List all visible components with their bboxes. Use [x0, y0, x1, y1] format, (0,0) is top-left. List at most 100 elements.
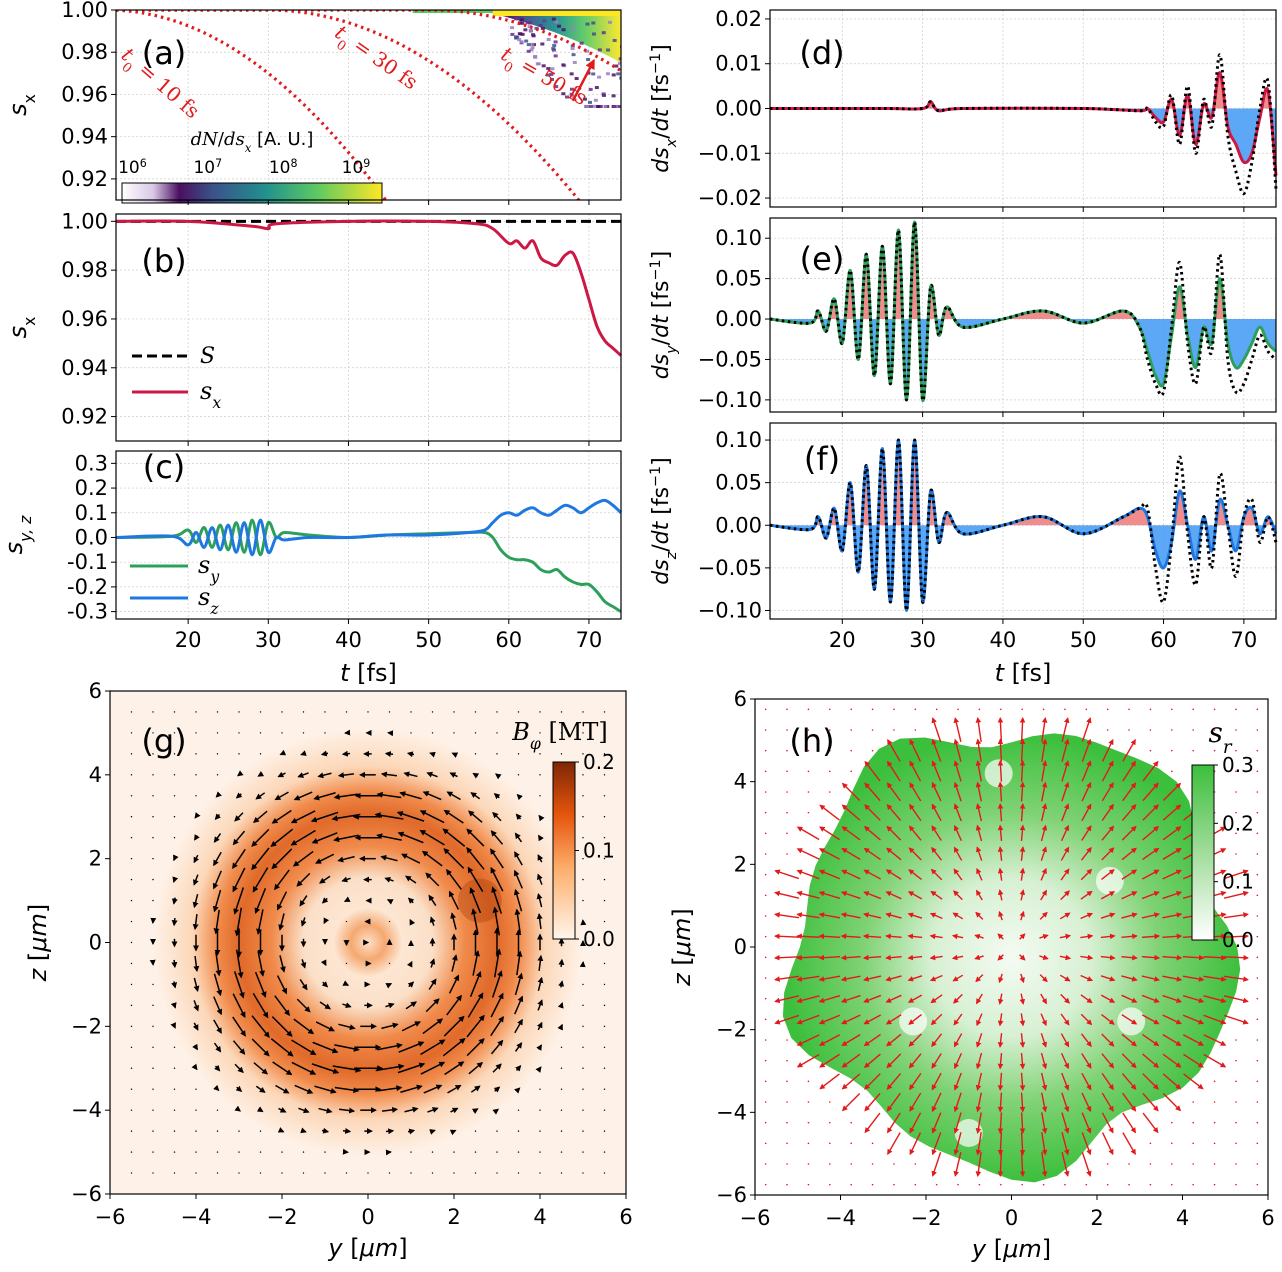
quiver-dot [174, 774, 175, 775]
sr-hole [955, 1119, 983, 1147]
legend-label: S [200, 344, 215, 369]
quiver-dot [1257, 833, 1259, 835]
quiver-dot [915, 1184, 917, 1186]
quiver-dot [936, 1184, 938, 1186]
heatmap-band [477, 10, 621, 63]
quiver-dot [1257, 729, 1259, 731]
quiver-dot [152, 1172, 153, 1173]
heatmap-cell [514, 35, 518, 38]
quiver-dot [582, 879, 583, 880]
panel-label: (g) [141, 722, 186, 760]
quiver-arrow [933, 718, 941, 742]
quiver-dot [1257, 1101, 1259, 1103]
colorbar-tick-label: 0.0 [583, 927, 615, 951]
heatmap-cell [540, 43, 544, 46]
quiver-dot [786, 750, 788, 752]
quiver-dot [217, 1130, 218, 1131]
quiver-dot [131, 858, 132, 859]
quiver-dot [1000, 709, 1002, 711]
quiver-dot [786, 1163, 788, 1165]
quiver-dot [152, 1026, 153, 1027]
panel-g-y-tick-label: 6 [89, 679, 102, 703]
panel-e-y-tick-label: 0.00 [715, 307, 762, 331]
panel-c-x-tick-label: 30 [255, 628, 282, 652]
quiver-dot [1235, 729, 1237, 731]
heatmap-cell [520, 22, 524, 25]
x-axis-label: y [μm] [327, 1234, 407, 1262]
sr-hole [985, 759, 1013, 787]
quiver-dot [195, 1172, 196, 1173]
quiver-dot [152, 1089, 153, 1090]
heatmap-cell [532, 34, 536, 37]
quiver-arrow [174, 918, 175, 925]
y-axis-label: z [μm] [668, 908, 696, 987]
quiver-dot [174, 711, 175, 712]
colorbar-tick-label: 0.2 [583, 750, 615, 774]
quiver-dot [1043, 1184, 1045, 1186]
panel-d-y-tick-label: −0.02 [698, 186, 762, 210]
panel-h-y-tick-label: 4 [734, 770, 747, 794]
quiver-dot [152, 984, 153, 985]
quiver-dot [786, 1143, 788, 1145]
y-axis-label: sy, z [0, 515, 35, 554]
quiver-dot [539, 1151, 540, 1152]
quiver-dot [131, 837, 132, 838]
quiver-dot [808, 791, 810, 793]
quiver-dot [957, 1184, 959, 1186]
quiver-arrow [843, 1094, 860, 1111]
quiver-arrow [775, 914, 799, 917]
quiver-dot [303, 711, 304, 712]
quiver-arrow [820, 1074, 839, 1089]
quiver-dot [1086, 1184, 1088, 1186]
heatmap-cell [527, 43, 531, 46]
quiver-dot [518, 1172, 519, 1173]
heatmap-cell [554, 40, 558, 43]
quiver-dot [518, 774, 519, 775]
panel-c-x-tick-label: 20 [175, 628, 202, 652]
quiver-dot [1257, 957, 1259, 959]
quiver-dot [131, 879, 132, 880]
quiver-dot [1192, 1143, 1194, 1145]
quiver-dot [1214, 1163, 1216, 1165]
series-line-sx [116, 221, 621, 356]
quiver-dot [872, 1184, 874, 1186]
heatmap-cell [606, 72, 610, 75]
quiver-arrow [798, 827, 819, 839]
legend-label: sy [198, 551, 219, 586]
quiver-dot [561, 1130, 562, 1131]
quiver-dot [238, 1151, 239, 1152]
quiver-dot [604, 795, 605, 796]
quiver-dot [604, 1005, 605, 1006]
quiver-dot [582, 1172, 583, 1173]
quiver-dot [915, 709, 917, 711]
quiver-dot [1235, 1101, 1237, 1103]
quiver-dot [174, 1109, 175, 1110]
panel-g-y-tick-label: 2 [89, 847, 102, 871]
quiver-arrow [820, 805, 839, 820]
quiver-dot [561, 711, 562, 712]
quiver-dot [829, 771, 831, 773]
quiver-dot [496, 1151, 497, 1152]
colorbar-tick-label: 0.0 [1222, 928, 1254, 952]
quiver-dot [786, 1101, 788, 1103]
quiver-arrow [386, 753, 393, 754]
heatmap-cell [551, 47, 555, 50]
quiver-dot [152, 774, 153, 775]
quiver-dot [1171, 729, 1173, 731]
quiver-dot [496, 1172, 497, 1173]
panel-e-y-tick-label: −0.05 [698, 347, 762, 371]
panel-c-x-tick-label: 60 [495, 628, 522, 652]
quiver-dot [238, 732, 239, 733]
heatmap-cell [594, 99, 598, 102]
quiver-dot [131, 963, 132, 964]
panel-f-y-tick-label: 0.05 [715, 471, 762, 495]
heatmap-cell [530, 43, 534, 46]
heatmap-cell [547, 38, 551, 41]
quiver-dot [174, 1047, 175, 1048]
quiver-dot [604, 1130, 605, 1131]
quiver-dot [174, 837, 175, 838]
quiver-dot [582, 1151, 583, 1152]
panel-e-series [770, 222, 1276, 401]
quiver-dot [131, 984, 132, 985]
quiver-dot [604, 1047, 605, 1048]
